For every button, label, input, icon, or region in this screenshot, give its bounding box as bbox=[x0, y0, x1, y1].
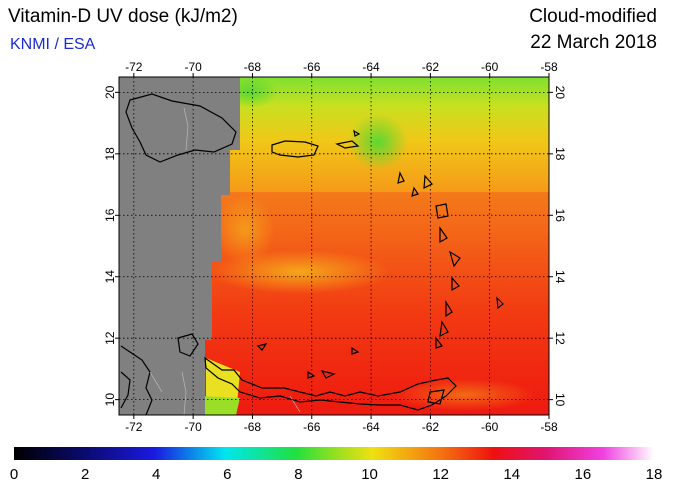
coastline bbox=[271, 140, 319, 158]
border bbox=[183, 107, 189, 151]
colorbar-label: 6 bbox=[223, 466, 231, 483]
colorbar-label: 8 bbox=[294, 466, 302, 483]
right-lat-label: 10 bbox=[553, 393, 567, 407]
axis-ticks: -72 -72 -70 -70 -68 -68 -66 -66 -64 -64 -62 -62 -60 -… bbox=[103, 60, 567, 434]
bottom-lon-label: -62 bbox=[422, 420, 440, 434]
left-lat-label: 20 bbox=[103, 85, 117, 99]
left-lat-label: 10 bbox=[103, 393, 117, 407]
top-lon-label: -72 bbox=[125, 60, 143, 74]
colorbar-label: 18 bbox=[646, 466, 663, 483]
product-label: Cloud-modified bbox=[529, 6, 657, 27]
left-lat-label: 12 bbox=[103, 331, 117, 345]
colorbar-label: 4 bbox=[152, 466, 160, 483]
top-lon-label: -62 bbox=[422, 60, 440, 74]
top-lon-label: -60 bbox=[481, 60, 499, 74]
gridlines bbox=[119, 77, 549, 415]
left-lat-label: 16 bbox=[103, 208, 117, 222]
top-lon-label: -70 bbox=[184, 60, 202, 74]
map-frame bbox=[118, 76, 550, 416]
top-lon-label: -66 bbox=[303, 60, 321, 74]
land-dose-area bbox=[200, 396, 240, 415]
left-lat-label: 18 bbox=[103, 147, 117, 161]
low-dose-area bbox=[348, 114, 408, 170]
right-lat-label: 16 bbox=[553, 209, 567, 223]
coastline bbox=[125, 93, 237, 163]
bottom-lon-label: -68 bbox=[244, 420, 262, 434]
coastlines bbox=[120, 93, 504, 415]
border bbox=[149, 371, 163, 393]
coastline bbox=[335, 140, 360, 149]
colorbar-ticks: 0 2 4 6 8 10 12 14 16 18 bbox=[10, 466, 663, 483]
coastline bbox=[353, 129, 504, 349]
coastline bbox=[204, 356, 457, 411]
colorbar-label: 14 bbox=[503, 466, 520, 483]
map-field bbox=[119, 77, 549, 415]
right-lat-label: 12 bbox=[553, 332, 567, 346]
right-lat-label: 20 bbox=[553, 86, 567, 100]
bottom-lon-label: -70 bbox=[184, 420, 202, 434]
top-lon-label: -68 bbox=[244, 60, 262, 74]
colorbar-label: 2 bbox=[81, 466, 89, 483]
coastline bbox=[177, 333, 199, 357]
left-lat-label: 14 bbox=[103, 270, 117, 284]
colorbar bbox=[14, 447, 654, 460]
right-lat-label: 18 bbox=[553, 147, 567, 161]
coastline bbox=[120, 345, 153, 415]
bottom-lon-label: -66 bbox=[303, 420, 321, 434]
top-lon-label: -64 bbox=[362, 60, 380, 74]
no-data-area bbox=[119, 77, 240, 415]
colorbar-label: 0 bbox=[10, 466, 18, 483]
border bbox=[289, 395, 301, 413]
bottom-lon-label: -64 bbox=[362, 420, 380, 434]
moderate-dose-area bbox=[215, 195, 275, 265]
bottom-lon-label: -60 bbox=[481, 420, 499, 434]
colorbar-label: 10 bbox=[361, 466, 378, 483]
map-title: Vitamin-D UV dose (kJ/m2) bbox=[8, 6, 238, 27]
bottom-lon-label: -58 bbox=[540, 420, 558, 434]
borders bbox=[149, 107, 301, 415]
bottom-lon-label: -72 bbox=[125, 420, 143, 434]
top-lon-label: -58 bbox=[540, 60, 558, 74]
colorbar-label: 12 bbox=[432, 466, 449, 483]
date-label: 22 March 2018 bbox=[530, 32, 657, 53]
colorbar-label: 16 bbox=[575, 466, 592, 483]
moderate-dose-area bbox=[395, 379, 535, 411]
border bbox=[181, 371, 187, 415]
coastline bbox=[256, 343, 445, 405]
organization-label: KNMI / ESA bbox=[10, 36, 96, 53]
right-lat-label: 14 bbox=[553, 270, 567, 284]
